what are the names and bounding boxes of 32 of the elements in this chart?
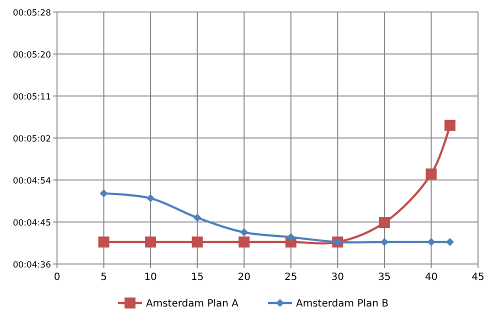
- legend-label: Amsterdam Plan A: [146, 298, 239, 310]
- x-tick-label: 40: [424, 272, 438, 283]
- point: [427, 238, 436, 246]
- legend-label: Amsterdam Plan B: [296, 298, 389, 310]
- point: [286, 233, 295, 242]
- point: [98, 236, 110, 248]
- x-tick-label: 30: [331, 272, 344, 283]
- y-tick-label: 00:05:02: [12, 134, 51, 144]
- point: [100, 189, 108, 198]
- y-tick-label: 00:05:28: [12, 8, 51, 18]
- x-tick-label: 20: [238, 272, 250, 283]
- y-tick-label: 00:05:11: [12, 92, 51, 102]
- y-tick-label: 00:04:36: [12, 260, 51, 270]
- point: [193, 214, 202, 222]
- x-tick-label: 5: [100, 272, 107, 283]
- point: [145, 236, 156, 248]
- x-tick-label: 10: [144, 272, 157, 283]
- y-tick-label: 00:04:54: [12, 176, 51, 186]
- x-tick-label: 45: [472, 272, 484, 283]
- y-tick-label: 00:05:20: [12, 50, 51, 60]
- point: [444, 120, 456, 131]
- x-tick-label: 15: [190, 272, 204, 283]
- point: [378, 217, 390, 228]
- point: [240, 228, 248, 236]
- point: [192, 236, 203, 248]
- x-tick-label: 35: [378, 272, 391, 283]
- y-tick-label: 00:04:45: [12, 218, 51, 228]
- point: [238, 236, 250, 248]
- point: [426, 168, 437, 180]
- point: [146, 194, 155, 202]
- x-tick-label: 25: [284, 272, 298, 283]
- x-tick-label: 0: [54, 272, 60, 283]
